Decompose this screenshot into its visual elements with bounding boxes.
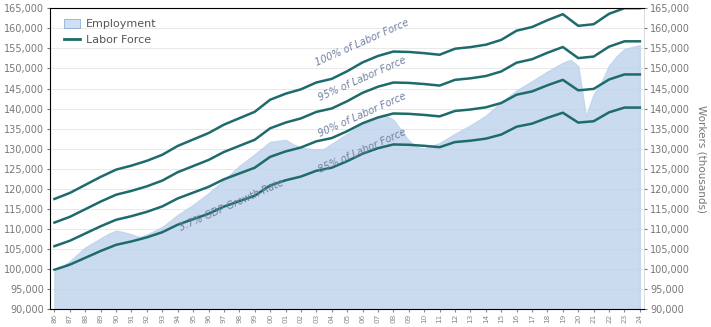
Text: 95% of Labor Force: 95% of Labor Force bbox=[317, 55, 408, 103]
Text: 90% of Labor Force: 90% of Labor Force bbox=[317, 91, 408, 139]
Text: 100% of Labor Force: 100% of Labor Force bbox=[314, 17, 411, 67]
Y-axis label: Workers (thousands): Workers (thousands) bbox=[697, 105, 707, 213]
Text: 85% of Labor Force: 85% of Labor Force bbox=[317, 127, 408, 174]
Text: 3.7% GDP Growth Rate: 3.7% GDP Growth Rate bbox=[178, 177, 285, 232]
Legend: Employment, Labor Force: Employment, Labor Force bbox=[61, 17, 159, 48]
